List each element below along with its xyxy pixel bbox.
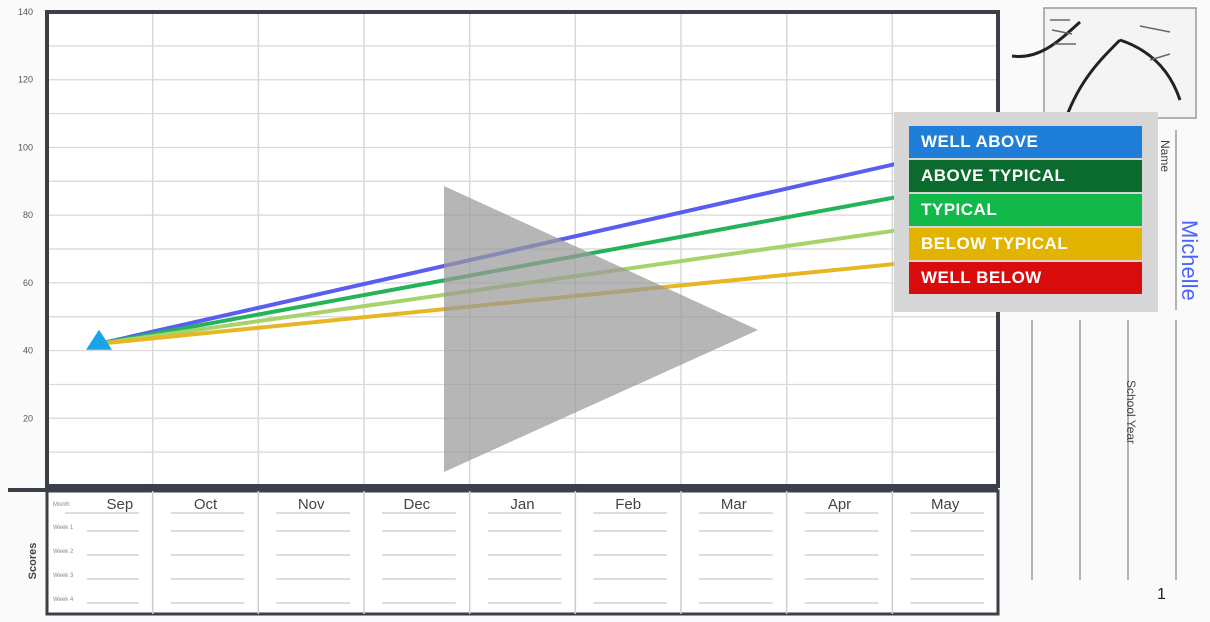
y-tick-label: 80 xyxy=(23,210,33,220)
month-label: May xyxy=(931,496,960,513)
y-tick-label: 40 xyxy=(23,346,33,356)
month-label: Mar xyxy=(721,496,747,513)
scores-table: Sep Oct Nov Dec Jan Feb Mar Apr May Month Week 1 We… xyxy=(8,488,1000,616)
legend-entry: WELL ABOVE xyxy=(909,126,1142,158)
map-sketch-strokes xyxy=(1011,20,1182,119)
map-sketch xyxy=(1043,7,1197,119)
score-row-label: Week 2 xyxy=(53,549,74,555)
legend-entry: TYPICAL xyxy=(909,194,1142,226)
month-label: Feb xyxy=(615,496,641,513)
month-label: Dec xyxy=(403,496,430,513)
y-tick-label: 140 xyxy=(18,7,33,17)
month-label: Oct xyxy=(194,496,218,513)
y-tick-label: 100 xyxy=(18,142,33,152)
map-sketch-detail xyxy=(1050,19,1171,61)
play-icon[interactable] xyxy=(444,186,758,472)
scores-axis-label: Scores xyxy=(27,543,39,580)
legend-entry: ABOVE TYPICAL xyxy=(909,160,1142,192)
month-label: Jan xyxy=(510,496,534,513)
start-point-marker xyxy=(86,329,112,350)
legend-entry: WELL BELOW xyxy=(909,262,1142,294)
score-row-label: Week 4 xyxy=(53,597,74,603)
name-label: Name xyxy=(1158,140,1172,173)
score-row-label: Week 1 xyxy=(53,525,74,531)
month-row-caption: Month xyxy=(53,502,70,508)
legend-entry: BELOW TYPICAL xyxy=(909,228,1142,260)
y-tick-label: 120 xyxy=(18,75,33,85)
score-row-label: Week 3 xyxy=(53,573,74,579)
month-label: Sep xyxy=(106,496,133,513)
y-tick-label: 60 xyxy=(23,278,33,288)
school-year-label: School Year xyxy=(1124,380,1138,445)
month-label: Nov xyxy=(298,496,325,513)
month-label: Apr xyxy=(828,496,851,513)
page-number: 1 xyxy=(1157,586,1166,603)
y-tick-label: 20 xyxy=(23,413,33,423)
overlay-layer[interactable] xyxy=(444,186,758,472)
student-name: Michelle xyxy=(1177,220,1202,301)
scores-table-frame xyxy=(45,489,1000,616)
sidebar xyxy=(1011,7,1197,580)
